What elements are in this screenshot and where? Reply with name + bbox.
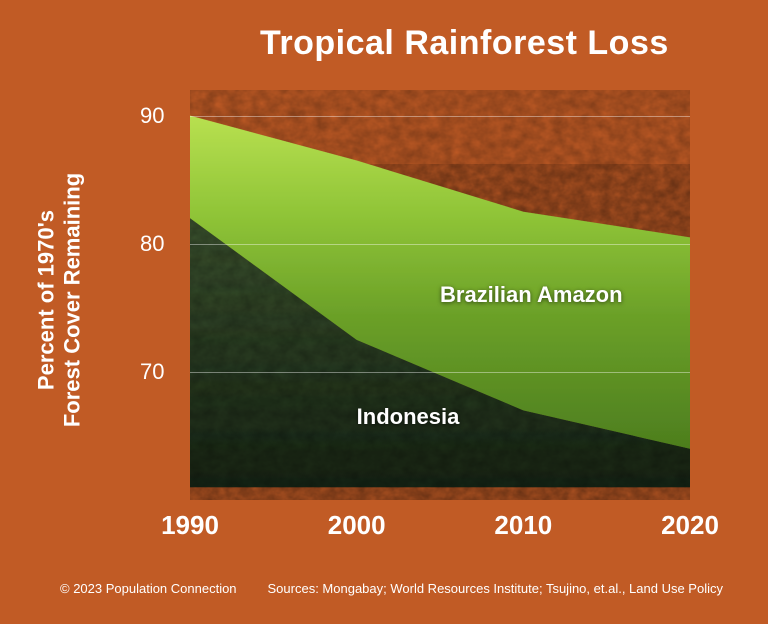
gridline xyxy=(190,244,690,245)
y-tick-label: 80 xyxy=(140,231,164,257)
chart-title: Tropical Rainforest Loss xyxy=(260,24,669,63)
x-tick-label: 1990 xyxy=(161,510,219,541)
y-axis-label: Percent of 1970's Forest Cover Remaining xyxy=(34,173,87,427)
ylabel-line2: Forest Cover Remaining xyxy=(60,173,85,427)
x-tick-label: 2020 xyxy=(661,510,719,541)
series-label-brazilian-amazon: Brazilian Amazon xyxy=(440,282,623,308)
series-label-indonesia: Indonesia xyxy=(357,404,460,430)
credit-text: © 2023 Population Connection xyxy=(60,581,237,596)
x-tick-label: 2010 xyxy=(494,510,552,541)
ylabel-line1: Percent of 1970's xyxy=(34,210,59,390)
chart-area: 708090 1990200020102020 Brazilian Amazon… xyxy=(190,90,690,500)
x-tick-label: 2000 xyxy=(328,510,386,541)
y-tick-label: 90 xyxy=(140,103,164,129)
gridline xyxy=(190,116,690,117)
gridline xyxy=(190,372,690,373)
sources-text: Sources: Mongabay; World Resources Insti… xyxy=(268,581,723,596)
y-tick-label: 70 xyxy=(140,359,164,385)
